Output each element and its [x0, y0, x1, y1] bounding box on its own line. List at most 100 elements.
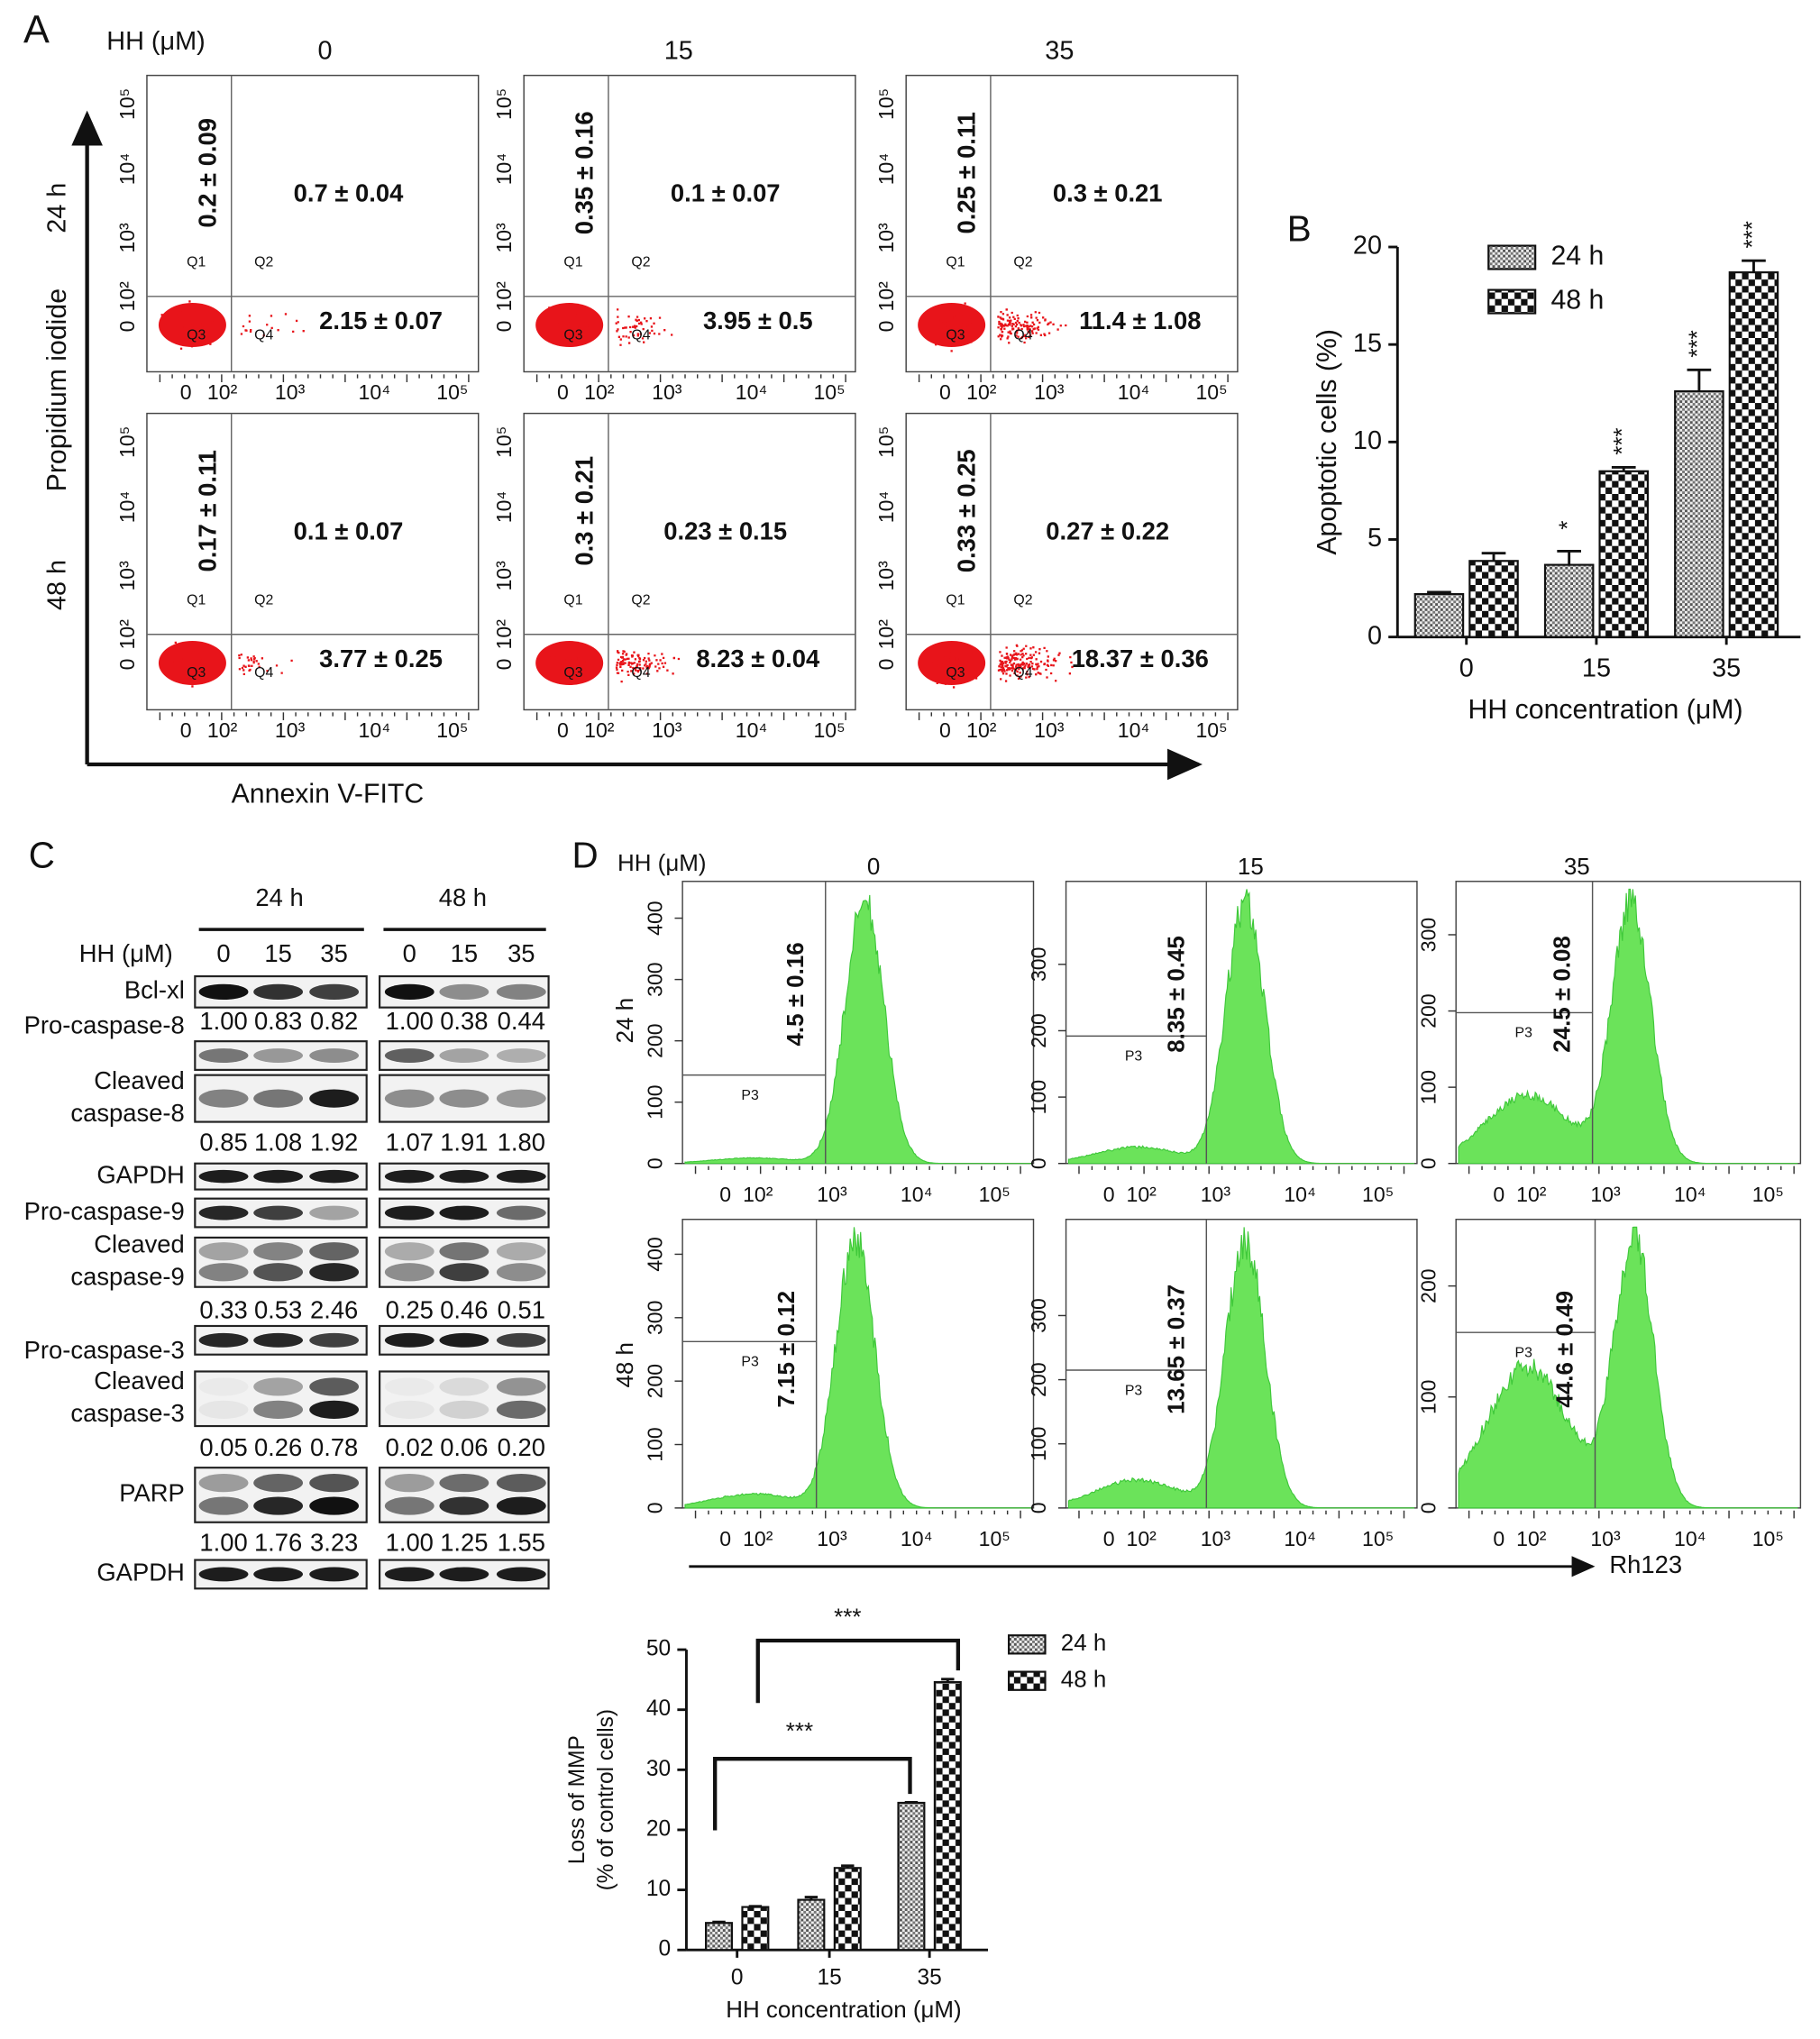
protein-band	[253, 1089, 304, 1108]
y-tick-label: 100	[1416, 1070, 1440, 1104]
quadrant-label: Q1	[946, 255, 965, 270]
y-tick-label: 20	[1353, 232, 1382, 261]
protein-band	[384, 1048, 434, 1063]
x-tick-label: 10³	[817, 1527, 847, 1550]
x-tick-label: 0	[719, 1527, 731, 1550]
protein-band	[496, 1048, 546, 1063]
protein-label: Pro-caspase-8	[24, 1011, 185, 1039]
bar	[1468, 560, 1519, 638]
x-tick-label: 15	[1582, 654, 1611, 682]
band-ratio: 0.85	[199, 1128, 247, 1156]
lane-label: 0	[216, 939, 230, 967]
q2-value: 0.1 ± 0.07	[671, 179, 781, 207]
cell-dots	[160, 300, 305, 350]
x-tick-label: 10⁴	[1118, 380, 1150, 404]
x-tick-label: 10⁵	[436, 380, 468, 404]
protein-band	[439, 1205, 489, 1221]
gate-value: 4.5 ± 0.16	[783, 942, 809, 1046]
cell-dots	[928, 302, 1067, 352]
gate-label: P3	[741, 1088, 759, 1103]
axis-label: Rh123	[1609, 1550, 1682, 1578]
protein-band	[253, 1567, 304, 1582]
x-tick-label: 10⁴	[1284, 1527, 1316, 1550]
x-tick-label: 35	[917, 1965, 941, 1989]
histogram	[1458, 888, 1798, 1165]
protein-band	[198, 1474, 249, 1493]
gate-label: P3	[1514, 1026, 1532, 1041]
y-tick-label: 0	[1367, 621, 1382, 650]
histogram	[1067, 1227, 1415, 1509]
band-ratio: 3.23	[310, 1528, 358, 1556]
protein-band	[309, 1400, 360, 1419]
protein-band	[439, 1332, 489, 1348]
panel-label: C	[29, 834, 55, 875]
x-tick-label: 10⁵	[1752, 1183, 1784, 1206]
y-tick-label: 10²	[492, 619, 516, 650]
gate-label: P3	[741, 1355, 759, 1370]
protein-band	[384, 1263, 434, 1282]
x-tick-label: 10⁵	[813, 718, 845, 742]
protein-label: caspase-8	[70, 1099, 184, 1127]
band-ratio: 0.46	[440, 1295, 488, 1323]
y-tick-label: 5	[1367, 524, 1382, 553]
bar	[1413, 592, 1465, 638]
y-tick-label: 0	[874, 659, 898, 671]
protein-band	[384, 1089, 434, 1108]
y-tick-label: 10⁵	[874, 88, 898, 120]
lane-label: 35	[320, 939, 347, 967]
x-tick-label: 10³	[1201, 1183, 1231, 1206]
cell-dots	[543, 306, 673, 346]
histogram	[1458, 1226, 1798, 1509]
protein-label: caspase-3	[70, 1399, 184, 1427]
protein-band	[253, 1474, 304, 1493]
hh-label: HH (μM)	[106, 27, 205, 56]
q1-value: 0.2 ± 0.09	[193, 118, 221, 228]
protein-band	[199, 1377, 249, 1395]
protein-band	[309, 1496, 360, 1515]
x-tick-label: 10⁵	[1195, 380, 1227, 404]
q4-value: 3.95 ± 0.5	[703, 306, 813, 334]
protein-band	[198, 1048, 249, 1063]
y-tick-label: 10³	[874, 561, 898, 591]
band-ratio: 0.53	[254, 1295, 302, 1323]
quadrant-label: Q2	[254, 255, 273, 270]
x-tick-label: 0	[939, 380, 951, 404]
gate-value: 24.5 ± 0.08	[1550, 936, 1576, 1053]
protein-band	[309, 1242, 360, 1261]
y-tick-label: 100	[643, 1084, 666, 1119]
x-tick-label: 0	[180, 718, 192, 742]
y-tick-label: 10²	[115, 281, 139, 312]
band-ratio: 1.91	[440, 1128, 488, 1156]
band-ratio: 1.00	[199, 1528, 247, 1556]
protein-band	[384, 1400, 434, 1419]
protein-band	[496, 1169, 546, 1184]
quadrant-label: Q4	[631, 327, 650, 343]
protein-band	[496, 1242, 546, 1261]
y-tick-label: 10⁵	[492, 426, 516, 458]
protein-band	[253, 983, 304, 1001]
q1-value: 0.17 ± 0.11	[193, 450, 221, 571]
protein-band	[309, 1567, 360, 1582]
lane-label: 15	[264, 939, 291, 967]
protein-band	[496, 1496, 546, 1515]
gate-label: P3	[1125, 1383, 1143, 1398]
protein-band	[439, 1567, 489, 1582]
band-ratio: 0.44	[498, 1007, 545, 1035]
x-tick-label: 10²	[1127, 1527, 1157, 1550]
band-ratio: 1.08	[254, 1128, 302, 1156]
x-tick-label: 10³	[1034, 380, 1065, 404]
legend-label: 24 h	[1550, 242, 1604, 271]
protein-band	[253, 1242, 304, 1261]
protein-label: PARP	[119, 1479, 185, 1507]
y-tick-label: 50	[646, 1637, 671, 1661]
quadrant-label: Q3	[187, 327, 206, 343]
quadrant-label: Q4	[254, 665, 273, 681]
y-tick-label: 0	[1027, 1502, 1050, 1513]
y-tick-label: 10⁴	[492, 153, 516, 186]
protein-band	[384, 1496, 434, 1515]
q4-value: 2.15 ± 0.07	[319, 306, 443, 334]
y-tick-label: 10²	[874, 619, 898, 650]
x-tick-label: 10⁴	[901, 1183, 933, 1206]
axis-label: Propidium iodide	[42, 288, 72, 491]
